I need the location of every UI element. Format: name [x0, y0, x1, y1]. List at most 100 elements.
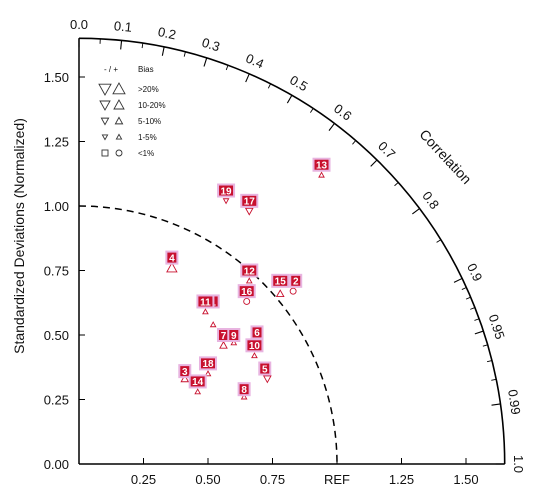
bias-marker	[262, 375, 272, 384]
correlation-minor-tick	[474, 318, 480, 321]
y-tick-label: 1.50	[44, 70, 69, 85]
model-label-9: 9	[227, 328, 241, 342]
correlation-tick-label: 0.2	[157, 24, 178, 42]
legend-up-triangle-icon	[113, 99, 125, 110]
bias-marker	[194, 388, 202, 395]
correlation-axis-title: Correlation	[416, 126, 474, 187]
model-label-2: 2	[289, 273, 303, 288]
y-axis-title: Standardized Deviations (Normalized)	[11, 118, 27, 354]
model-box	[227, 328, 241, 342]
legend-item: 5-10%	[100, 116, 161, 126]
model-label-8: 8	[237, 382, 251, 397]
model-box	[312, 157, 331, 172]
model-id: 12	[244, 266, 256, 277]
legend-header-symbols: - / +	[104, 65, 118, 74]
legend: - / + Bias >20% 10-20% 5-10% 1-5% <1%	[98, 65, 166, 158]
model-box	[258, 361, 272, 376]
model-label-14: 14	[188, 374, 207, 389]
model-box	[237, 382, 251, 397]
model-label-3: 3	[178, 364, 192, 379]
correlation-tick-label: 0.5	[287, 72, 310, 94]
legend-down-triangle-icon	[101, 134, 109, 141]
model-box	[165, 250, 179, 265]
model-box	[237, 284, 256, 299]
legend-header-label: Bias	[138, 65, 154, 74]
model-label-10: 10	[245, 338, 264, 353]
bias-marker	[275, 289, 285, 298]
bias-marker	[289, 287, 297, 295]
y-tick-label: 0.50	[44, 328, 69, 343]
model-id: 11	[200, 297, 211, 308]
x-tick-label: 0.75	[260, 472, 285, 487]
x-tick-label: 0.25	[131, 472, 156, 487]
y-tick-label: 0.75	[44, 264, 69, 279]
x-tick-label: 0.50	[195, 472, 220, 487]
correlation-major-tick	[245, 73, 250, 83]
model-id: 4	[169, 253, 175, 264]
model-id: 10	[249, 341, 261, 352]
correlation-minor-tick	[482, 344, 488, 347]
model-box	[178, 364, 192, 379]
model-box	[289, 273, 303, 288]
legend-item-label: <1%	[138, 149, 154, 158]
model-labels-layer: 12345678910111213141516171819	[165, 157, 331, 397]
bias-marker	[166, 261, 178, 273]
bias-marker	[204, 370, 212, 377]
model-label-11: 11	[196, 294, 215, 309]
correlation-tick-label: 0.8	[419, 188, 442, 211]
correlation-minor-tick	[491, 378, 497, 381]
legend-item-label: 5-10%	[138, 117, 161, 126]
model-id: 16	[241, 287, 253, 298]
legend-down-triangle-icon	[99, 100, 111, 111]
bias-marker	[245, 277, 253, 284]
correlation-minor-tick	[267, 83, 271, 89]
legend-item: 1-5%	[101, 133, 157, 142]
legend-item: <1%	[101, 149, 154, 158]
model-box	[199, 356, 217, 371]
correlation-minor-tick	[310, 108, 314, 113]
correlation-tick-label: 0.99	[505, 388, 523, 415]
correlation-major-tick	[203, 57, 208, 67]
model-box	[188, 374, 207, 389]
legend-item: >20%	[98, 82, 159, 96]
correlation-tick-label: 0.7	[375, 138, 398, 161]
bias-marker	[219, 340, 228, 349]
model-id: 8	[241, 385, 247, 396]
correlation-minor-tick	[436, 239, 442, 243]
correlation-minor-tick	[470, 307, 476, 310]
correlation-minor-tick	[486, 360, 493, 363]
correlation-tick-label: 0.95	[486, 312, 508, 341]
x-tick-label: 1.50	[453, 472, 478, 487]
y-tick-label: 0.25	[44, 393, 69, 408]
axes-layer	[78, 37, 506, 465]
bias-marker	[251, 352, 258, 359]
model-label-15: 15	[271, 273, 290, 288]
legend-up-triangle-icon	[115, 133, 123, 140]
model-id: 3	[182, 367, 188, 378]
model-id: 15	[275, 277, 287, 288]
model-box	[240, 263, 259, 278]
correlation-minor-tick	[394, 182, 399, 187]
legend-up-triangle-icon	[114, 116, 124, 125]
model-label-12: 12	[240, 263, 259, 278]
model-box	[196, 294, 215, 309]
correlation-major-tick	[120, 40, 123, 50]
bias-marker	[240, 393, 248, 400]
model-id: 18	[202, 359, 214, 370]
model-label-5: 5	[258, 361, 272, 376]
model-label-17: 17	[240, 193, 259, 208]
model-box	[245, 338, 264, 353]
y-tick-label: 1.25	[44, 135, 69, 150]
model-label-6: 6	[250, 325, 264, 340]
bias-marker	[209, 321, 217, 328]
correlation-minor-tick	[461, 287, 467, 290]
ticks-layer: 0.25 0.50 0.75 REF 1.25 1.500.000.250.500.751…	[44, 17, 527, 487]
model-id: 7	[221, 331, 227, 342]
model-id: 19	[220, 186, 232, 197]
correlation-minor-tick	[225, 65, 229, 71]
x-tick-label: 1.25	[389, 472, 414, 487]
legend-down-triangle-icon	[100, 117, 110, 126]
model-label-16: 16	[237, 284, 256, 299]
correlation-minor-tick	[141, 43, 144, 49]
